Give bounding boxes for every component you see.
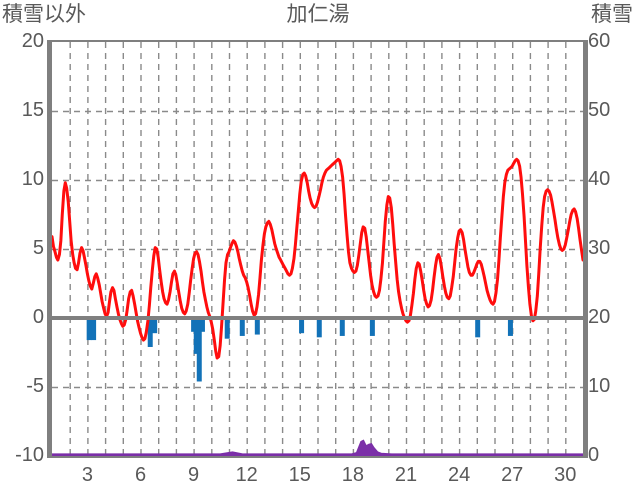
right-tick-label: 50 (588, 99, 611, 121)
x-tick-label: 15 (288, 464, 311, 486)
right-axis-title: 積雪 (591, 3, 633, 26)
right-tick-label: 40 (588, 168, 611, 190)
x-tick-label: 18 (341, 464, 365, 486)
right-tick-label: 10 (588, 375, 611, 397)
right-tick-label: 20 (588, 306, 611, 328)
plot-frame-right (583, 40, 588, 458)
left-tick-label: -5 (26, 375, 44, 397)
x-tick-label: 12 (235, 464, 258, 486)
x-tick-label: 9 (188, 464, 200, 486)
x-tick-label: 21 (394, 464, 418, 486)
data-series (52, 157, 583, 456)
left-tick-label: 10 (21, 168, 44, 190)
left-tick-label: 0 (32, 306, 44, 328)
x-tick-label: 6 (134, 464, 147, 486)
gridlines (52, 42, 583, 456)
right-tick-label: 30 (588, 237, 611, 259)
plot-frame-left (47, 40, 52, 458)
right-tick-label: 60 (588, 30, 611, 52)
zero-axis-line (47, 316, 588, 320)
chart-title: 加仁湯 (286, 3, 350, 26)
left-tick-label: 15 (21, 99, 44, 121)
right-tick-label: 0 (588, 444, 600, 466)
left-tick-label: -10 (15, 444, 44, 466)
x-tick-label: 3 (81, 464, 93, 486)
left-axis-title: 積雪以外 (2, 3, 86, 26)
x-tick-label: 27 (501, 464, 524, 486)
x-tick-label: 24 (447, 464, 471, 486)
left-tick-label: 20 (21, 30, 44, 52)
left-tick-label: 5 (32, 237, 44, 259)
plot-area (52, 42, 583, 456)
x-tick-label: 30 (554, 464, 577, 486)
